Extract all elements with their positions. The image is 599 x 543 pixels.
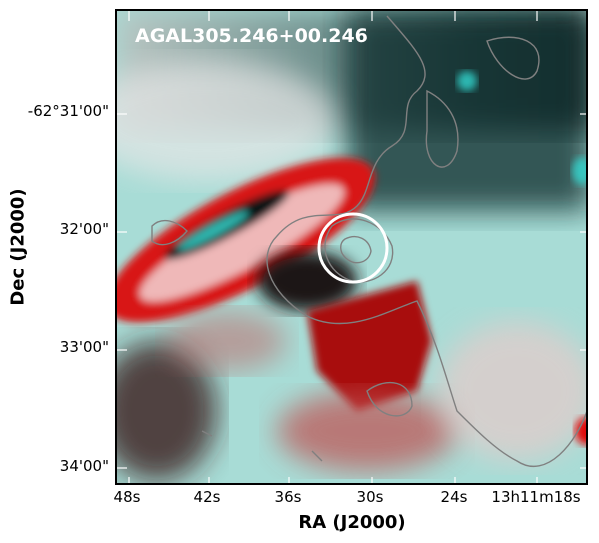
x-tick-label: 30s [356, 488, 384, 506]
x-tick-label: 36s [274, 488, 302, 506]
y-axis-label: Dec (J2000) [7, 188, 29, 306]
x-tick-label: 13h11m18s [491, 488, 581, 506]
y-tick-label: 34'00" [59, 457, 109, 475]
y-tick-label: 32'00" [59, 220, 109, 238]
x-tick-label: 42s [193, 488, 221, 506]
source-marker-circle [317, 212, 389, 284]
x-tick-label: 24s [440, 488, 468, 506]
y-tick-label: 33'00" [59, 338, 109, 356]
three-color-image [117, 11, 586, 483]
x-axis-label: RA (J2000) [298, 512, 406, 533]
image-panel [115, 9, 588, 485]
x-tick-label: 48s [113, 488, 141, 506]
source-title: AGAL305.246+00.246 [135, 25, 368, 47]
y-tick-label: -62°31'00" [27, 102, 109, 120]
